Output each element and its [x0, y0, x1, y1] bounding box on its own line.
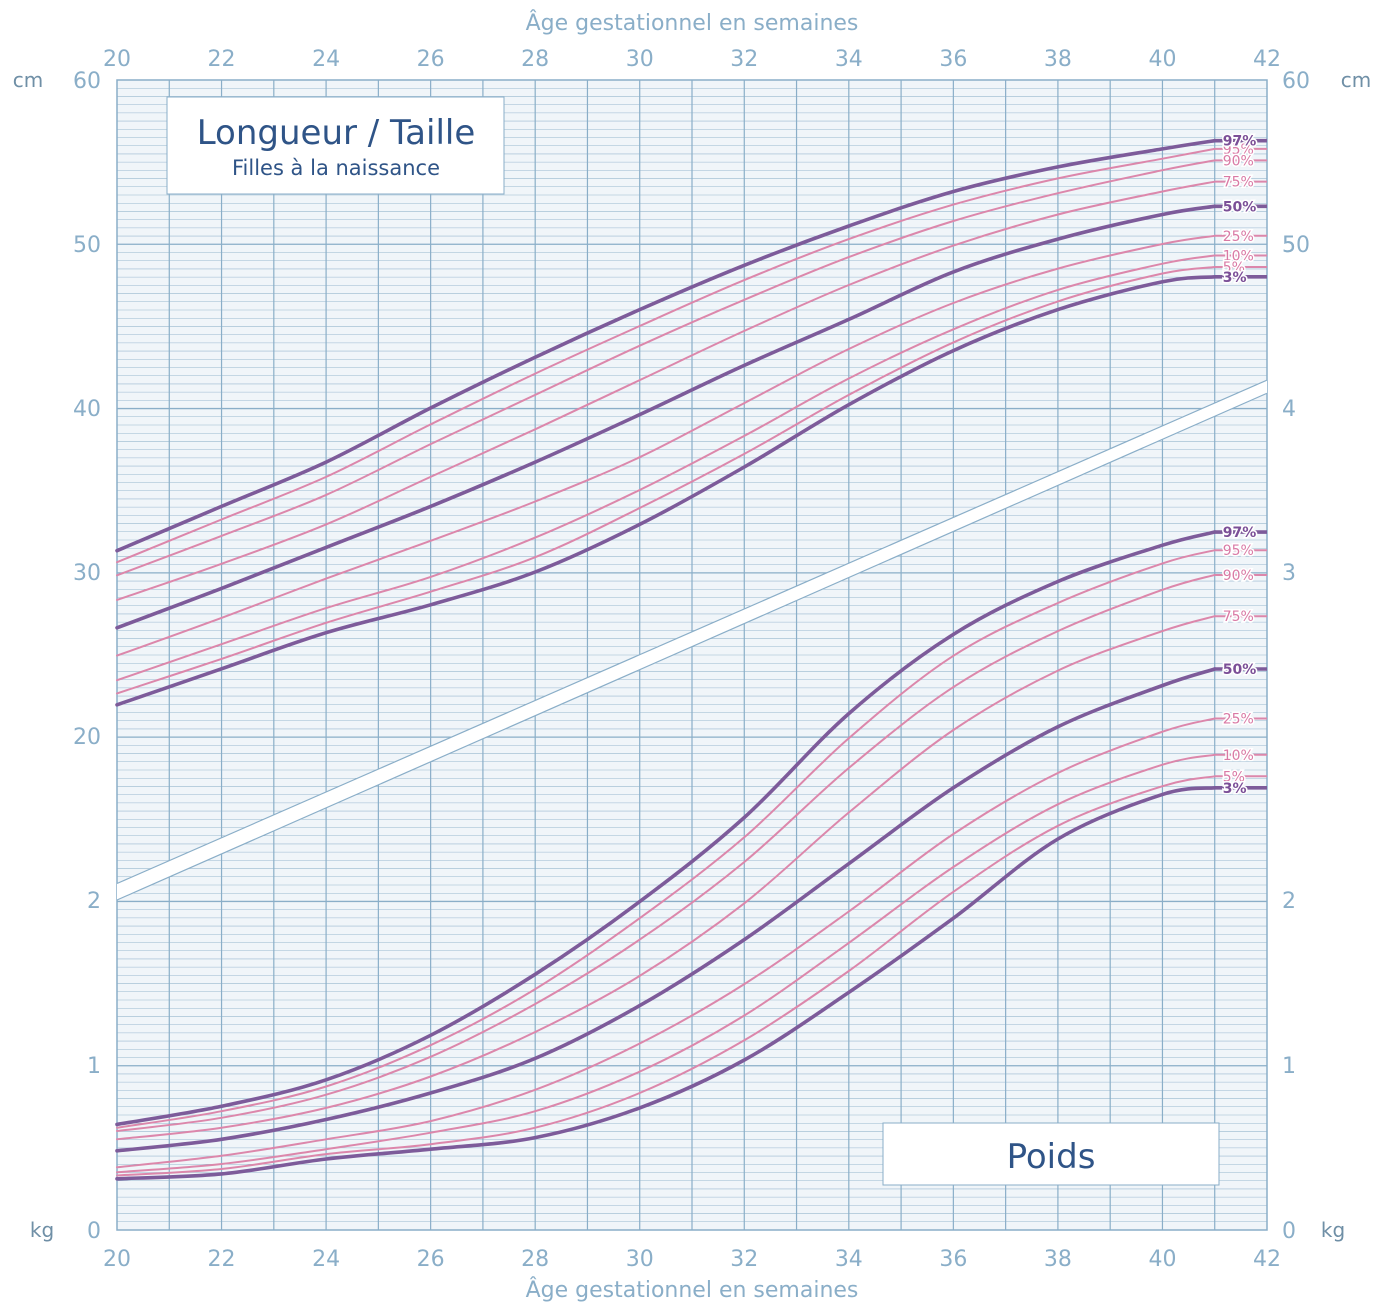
y-tick-label-cm-left: 30: [73, 561, 101, 586]
length-curve-10p: [116, 254, 1216, 682]
x-tick-label-bottom: 30: [626, 1247, 654, 1272]
y-tick-label-kg-right: 5: [1282, 233, 1296, 258]
weight-curve-97p: [115, 530, 1217, 1127]
weight-percentile-label: 25%: [1223, 712, 1254, 728]
x-tick-label-top: 30: [626, 47, 654, 72]
percentile-labels: 95%90%75%25%10%5%97%50%3%95%90%75%25%10%…: [1221, 132, 1258, 798]
length-percentile-label: 90%: [1223, 153, 1254, 169]
x-tick-label-bottom: 34: [835, 1247, 863, 1272]
unit-cm-left: cm: [13, 68, 43, 92]
length-percentile-label: 75%: [1223, 175, 1254, 191]
weight-curve-90p: [116, 573, 1216, 1132]
weight-percentile-label: 97%: [1223, 525, 1257, 541]
weight-curve-10p: [116, 753, 1216, 1174]
y-tick-label-kg-right: 3: [1282, 561, 1296, 586]
length-percentile-label: 95%: [1223, 142, 1254, 158]
length-percentile-label: 97%: [1223, 134, 1257, 150]
weight-chart-title: Poids: [1007, 1137, 1096, 1177]
x-tick-label-top: 42: [1253, 47, 1281, 72]
weight-percentile-label: 5%: [1223, 769, 1245, 785]
length-curve-95p: [116, 147, 1216, 564]
weight-curve-5p: [116, 775, 1216, 1177]
weight-title-box: Poids: [882, 1122, 1220, 1186]
x-tick-label-top: 40: [1148, 47, 1176, 72]
length-curve-3p: [115, 275, 1217, 707]
length-curve-5p: [116, 266, 1216, 695]
length-percentile-label: 3%: [1223, 270, 1247, 286]
y-tick-label-cm-left: 60: [73, 69, 101, 94]
x-tick-label-top: 34: [835, 47, 863, 72]
length-chart-subtitle: Filles à la naissance: [232, 156, 440, 180]
length-curve-75p: [116, 180, 1216, 601]
weight-curve-3p: [115, 786, 1217, 1181]
x-axis-title-top: Âge gestationnel en semaines: [526, 10, 859, 36]
weight-percentile-label: 75%: [1223, 609, 1254, 625]
x-axis-title-bottom: Âge gestationnel en semaines: [526, 1277, 859, 1303]
y-tick-label-zero-left: 0: [87, 1219, 101, 1244]
length-curve-50p: [115, 204, 1217, 630]
x-tick-label-bottom: 26: [417, 1247, 445, 1272]
unit-cm-right: cm: [1341, 68, 1371, 92]
x-tick-labels-bottom: 20 22 24 26 28 30 32 34 36 38 40 42: [103, 1247, 1281, 1272]
y-tick-label-kg-right: 4: [1282, 397, 1296, 422]
x-tick-label-bottom: 28: [521, 1247, 549, 1272]
y-tick-label-kg-left: 1: [87, 1054, 101, 1079]
x-tick-label-top: 36: [939, 47, 967, 72]
x-tick-label-bottom: 36: [939, 1247, 967, 1272]
percentile-curves: [115, 138, 1267, 1181]
y-tick-label-cm-right: 50: [1282, 233, 1310, 258]
y-tick-label-kg-right: 2: [1282, 889, 1296, 914]
length-curve-25p: [116, 234, 1216, 657]
length-curve-90p: [116, 159, 1216, 577]
unit-kg-left: kg: [30, 1218, 54, 1242]
x-tick-label-bottom: 20: [103, 1247, 131, 1272]
x-tick-label-bottom: 24: [312, 1247, 340, 1272]
x-tick-label-top: 20: [103, 47, 131, 72]
x-tick-label-bottom: 32: [730, 1247, 758, 1272]
x-tick-label-bottom: 42: [1253, 1247, 1281, 1272]
y-tick-label-cm-left: 40: [73, 397, 101, 422]
weight-percentile-label: 10%: [1223, 748, 1254, 764]
x-tick-labels-top: 20 22 24 26 28 30 32 34 36 38 40 42: [103, 47, 1281, 72]
weight-curve-95p: [116, 549, 1216, 1129]
x-tick-label-top: 38: [1044, 47, 1072, 72]
x-tick-label-bottom: 40: [1148, 1247, 1176, 1272]
x-tick-label-top: 24: [312, 47, 340, 72]
y-tick-label-cm-right: 60: [1282, 69, 1310, 94]
x-tick-label-bottom: 22: [208, 1247, 236, 1272]
y-tick-label-kg-right: 1: [1282, 1054, 1296, 1079]
weight-curve-75p: [116, 615, 1216, 1141]
scale-divider-band: [116, 379, 1268, 901]
divider-edge-upper: [116, 379, 1268, 885]
divider-edge-lower: [116, 392, 1268, 901]
y-tick-label-cm-left: 50: [73, 233, 101, 258]
length-percentile-label: 5%: [1223, 260, 1245, 276]
y-tick-label-kg-right: 0: [1282, 1219, 1296, 1244]
x-tick-label-top: 26: [417, 47, 445, 72]
weight-percentile-label: 95%: [1223, 543, 1254, 559]
weight-percentile-label: 3%: [1223, 781, 1247, 797]
x-tick-label-bottom: 38: [1044, 1247, 1072, 1272]
y-tick-label-kg-left: 2: [87, 889, 101, 914]
weight-curve-25p: [116, 717, 1216, 1169]
length-percentile-label: 25%: [1223, 229, 1254, 245]
weight-percentile-label: 90%: [1223, 568, 1254, 584]
weight-percentile-label: 50%: [1223, 662, 1257, 678]
length-percentile-label: 10%: [1223, 248, 1254, 264]
y-tick-label-cm-left: 20: [73, 725, 101, 750]
length-title-box: Longueur / Taille Filles à la naissance: [166, 96, 505, 195]
length-percentile-label: 50%: [1223, 199, 1257, 215]
length-curve-97p: [115, 138, 1217, 553]
weight-curve-50p: [115, 667, 1217, 1153]
divider-fill: [117, 380, 1267, 900]
x-tick-label-top: 28: [521, 47, 549, 72]
x-tick-label-top: 32: [730, 47, 758, 72]
length-chart-title: Longueur / Taille: [197, 113, 476, 153]
x-tick-label-top: 22: [208, 47, 236, 72]
unit-kg-right: kg: [1321, 1218, 1345, 1242]
